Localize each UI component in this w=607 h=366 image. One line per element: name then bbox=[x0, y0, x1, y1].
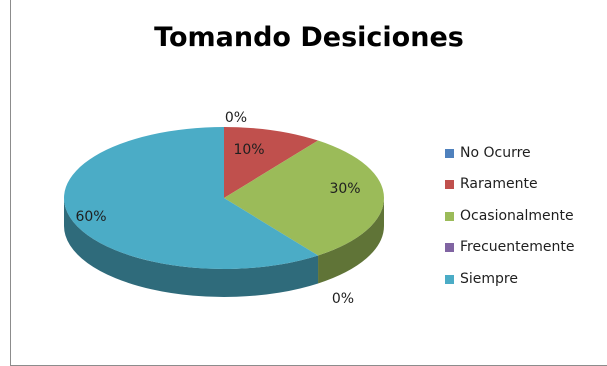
legend-item-siempre: Siempre bbox=[445, 269, 518, 289]
legend-label: Frecuentemente bbox=[460, 239, 575, 255]
legend-item-no-ocurre: No Ocurre bbox=[445, 143, 531, 163]
data-label-frecuentemente: 0% bbox=[332, 291, 354, 307]
legend-item-ocasionalmente: Ocasionalmente bbox=[445, 206, 574, 226]
legend-item-raramente: Raramente bbox=[445, 174, 538, 194]
data-label-ocasionalmente: 30% bbox=[329, 181, 360, 197]
chart-title: Tomando Desiciones bbox=[154, 22, 464, 53]
data-label-raramente: 10% bbox=[233, 142, 264, 158]
legend-swatch bbox=[445, 211, 454, 221]
legend-label: Raramente bbox=[460, 176, 538, 192]
data-label-no-ocurre: 0% bbox=[225, 110, 247, 126]
pie-slice-raramente bbox=[224, 127, 319, 198]
legend-label: No Ocurre bbox=[460, 145, 531, 161]
legend-swatch bbox=[445, 179, 454, 189]
legend-label: Siempre bbox=[460, 271, 518, 287]
pie-slice-ocasionalmente bbox=[224, 140, 384, 256]
pie-side-siempre bbox=[64, 198, 319, 298]
pie-slice-siempre bbox=[63, 127, 319, 269]
legend-label: Ocasionalmente bbox=[460, 208, 574, 224]
legend-swatch bbox=[445, 274, 454, 284]
pie-side-ocasionalmente bbox=[318, 198, 384, 284]
legend-swatch bbox=[445, 242, 454, 252]
data-label-siempre: 60% bbox=[75, 209, 106, 225]
legend-swatch bbox=[445, 148, 454, 158]
legend-item-frecuentemente: Frecuentemente bbox=[445, 237, 574, 257]
